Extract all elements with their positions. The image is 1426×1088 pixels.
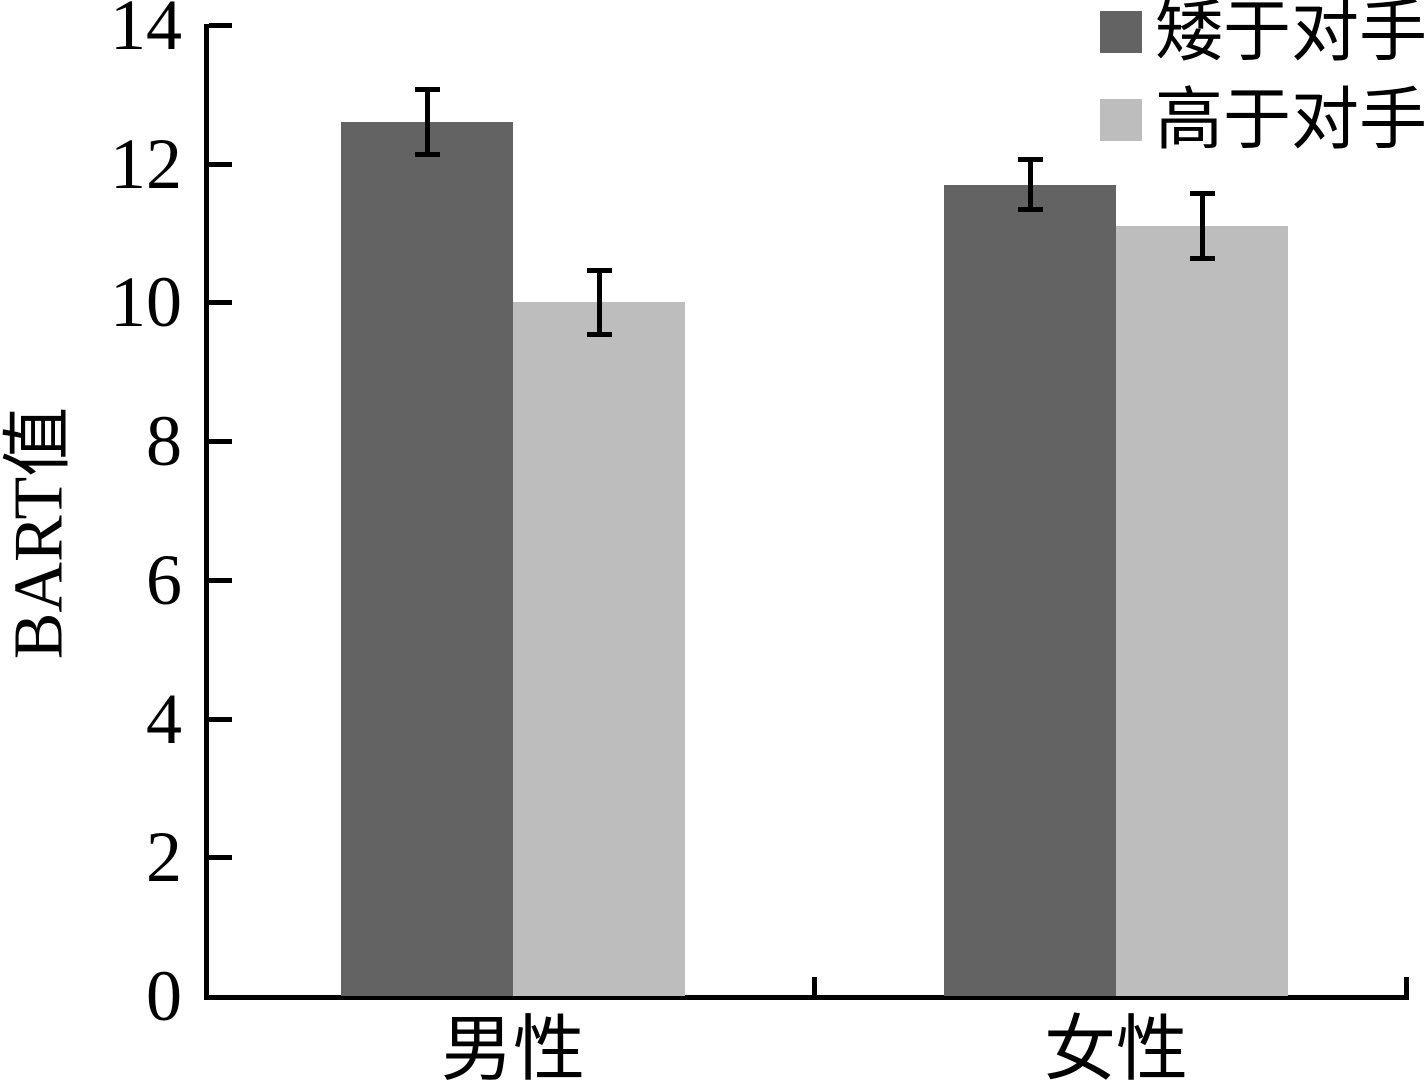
y-tick-label: 4	[146, 678, 182, 759]
y-tick	[209, 300, 232, 306]
error-bar-line	[1027, 156, 1033, 213]
bar-taller-female	[1116, 226, 1288, 996]
legend-label-shorter: 矮于对手	[1155, 0, 1426, 70]
legend-swatch-taller-icon	[1100, 99, 1142, 141]
y-tick	[209, 716, 232, 722]
legend-entry-taller: 高于对手	[1100, 76, 1426, 164]
error-bar-line	[424, 87, 430, 157]
error-bar-cap-top	[586, 267, 612, 273]
legend: 矮于对手 高于对手	[1100, 0, 1426, 164]
y-tick	[209, 439, 232, 445]
x-category-label-male: 男性	[440, 1010, 585, 1088]
error-bar-line	[1199, 191, 1205, 261]
error-bar-cap-bottom	[1189, 255, 1215, 261]
error-bar-cap-top	[1017, 156, 1043, 162]
y-tick	[209, 161, 232, 167]
error-bar-cap-top	[414, 87, 440, 93]
error-bar-cap-top	[1189, 191, 1215, 197]
y-tick-label: 8	[146, 401, 182, 482]
error-bar-cap-bottom	[414, 151, 440, 157]
y-tick	[209, 855, 232, 861]
y-tick-label: 10	[110, 262, 182, 343]
bar-shorter-female	[944, 184, 1116, 996]
error-bar-line	[596, 267, 602, 338]
y-tick-label: 2	[146, 817, 182, 898]
y-axis-line	[204, 24, 209, 1000]
y-tick-label: 12	[110, 123, 182, 204]
x-tick-group-boundary	[812, 977, 817, 995]
y-tick	[209, 577, 232, 583]
legend-label-taller: 高于对手	[1155, 82, 1426, 158]
legend-entry-shorter: 矮于对手	[1100, 0, 1426, 76]
x-tick-right-end	[1404, 977, 1409, 995]
error-bar-cap-bottom	[586, 332, 612, 338]
error-bar-cap-bottom	[1017, 207, 1043, 213]
x-category-label-female: 女性	[1043, 1010, 1188, 1088]
y-tick-label: 6	[146, 539, 182, 620]
bar-taller-male	[513, 302, 685, 996]
x-axis-line	[204, 995, 1409, 1000]
bar-shorter-male	[341, 122, 513, 996]
legend-swatch-shorter-icon	[1100, 11, 1142, 53]
y-axis-title: BART值	[0, 406, 78, 660]
y-tick-label: 0	[146, 956, 182, 1036]
y-tick	[209, 23, 232, 28]
y-tick-label: 14	[110, 0, 182, 65]
